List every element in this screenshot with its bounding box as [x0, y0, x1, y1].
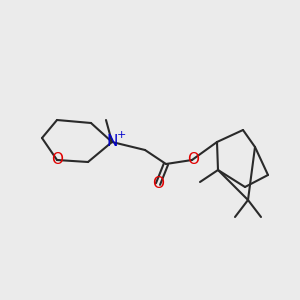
Text: O: O — [187, 152, 199, 166]
Text: N: N — [106, 134, 118, 149]
Text: O: O — [51, 152, 63, 167]
Text: O: O — [152, 176, 164, 190]
Text: +: + — [116, 130, 126, 140]
